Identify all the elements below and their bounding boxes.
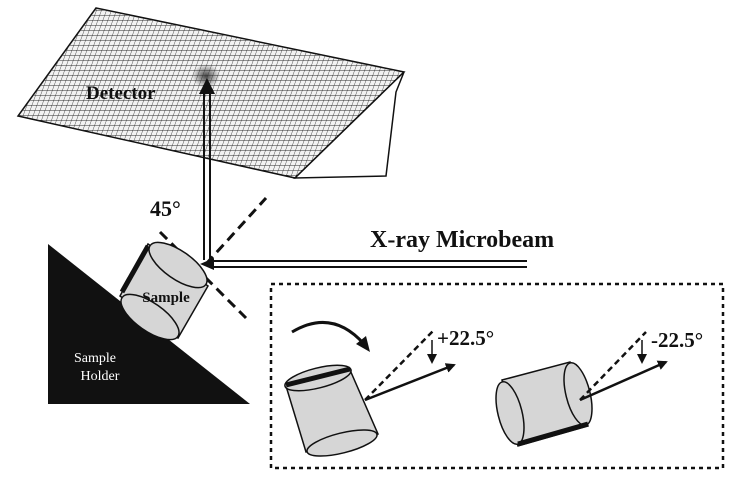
detector-label: Detector: [86, 83, 156, 104]
xray-microbeam-label: X-ray Microbeam: [370, 227, 554, 253]
rotation-arrow: [292, 322, 364, 344]
tilt-positive-label: +22.5°: [437, 326, 494, 350]
tilt-negative-label: -22.5°: [651, 328, 703, 352]
sample-holder-label-line2: Holder: [81, 369, 120, 384]
sample-tilt-negative: [491, 332, 666, 447]
angle-45-label: 45°: [150, 196, 181, 221]
sample-label: Sample: [142, 290, 190, 306]
xray-beam: [200, 258, 527, 270]
sample-holder-label-line1: Sample: [74, 351, 116, 366]
